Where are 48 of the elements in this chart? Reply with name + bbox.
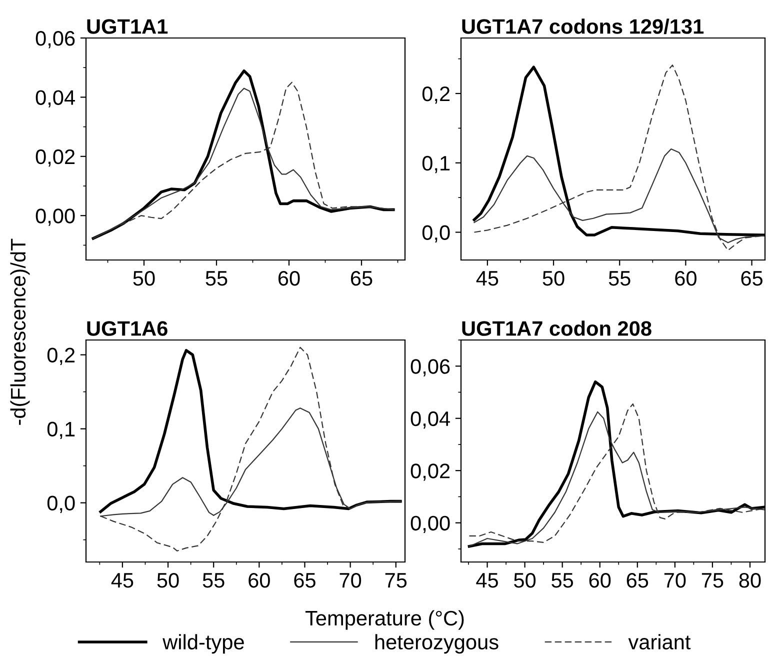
x-tick-label: 70 <box>664 572 686 588</box>
y-tick-label: 0,06 <box>410 359 450 376</box>
x-tick-label: 60 <box>589 572 611 588</box>
legend-label: variant <box>628 634 691 650</box>
y-tick-label: 0,06 <box>36 31 75 48</box>
x-tick-label: 65 <box>741 270 762 286</box>
x-tick-label: 50 <box>542 270 564 286</box>
y-tick-label: 0,1 <box>422 156 450 174</box>
x-tick-label: 60 <box>675 270 696 286</box>
y-tick-label: 0,00 <box>36 208 75 226</box>
x-tick-label: 55 <box>202 573 224 588</box>
x-tick-label: 55 <box>608 271 630 286</box>
y-tick-label: 0,04 <box>36 90 75 108</box>
y-tick-label: 0,04 <box>410 411 450 429</box>
x-tick-label: 50 <box>133 270 155 286</box>
x-tick-label: 60 <box>278 270 300 286</box>
x-tick-label: 45 <box>476 573 498 588</box>
chart-title: UGT1A7 codons 129/131 <box>462 18 704 34</box>
y-tick-label: 0,02 <box>410 464 450 481</box>
x-tick-label: 55 <box>552 573 574 588</box>
y-tick-label: 0,2 <box>47 348 75 366</box>
line-series <box>99 348 402 514</box>
x-tick-label: 75 <box>385 573 407 588</box>
x-axis-title: Temperature (°C) <box>305 610 464 630</box>
legend-label: wild-type <box>162 634 244 654</box>
x-tick-label: 55 <box>206 271 228 286</box>
x-tick-label: 65 <box>626 572 648 588</box>
x-tick-label: 65 <box>294 572 316 588</box>
chart-title: UGT1A1 <box>87 19 168 34</box>
y-tick-label: 0,1 <box>47 422 75 440</box>
legend-label: heterozygous <box>375 634 498 654</box>
x-tick-label: 45 <box>111 573 134 588</box>
x-tick-label: 45 <box>476 271 498 286</box>
y-tick-label: 0,02 <box>36 149 75 167</box>
x-tick-label: 50 <box>514 572 536 588</box>
y-tick-label: 0,0 <box>47 496 75 514</box>
y-tick-label: 0,0 <box>422 225 450 242</box>
y-tick-label: 0,2 <box>422 86 450 104</box>
x-tick-label: 50 <box>157 572 179 588</box>
x-tick-label: 60 <box>248 572 270 588</box>
y-tick-label: 0,00 <box>410 516 450 534</box>
y-axis-title: -d(Fluorescence)/dT <box>10 238 30 425</box>
x-tick-label: 70 <box>340 572 362 588</box>
chart-title: UGT1A7 codon 208 <box>462 320 652 336</box>
x-tick-label: 75 <box>702 573 724 588</box>
x-tick-label: 65 <box>350 270 372 286</box>
x-tick-label: 80 <box>739 572 761 588</box>
chart-title: UGT1A6 <box>87 321 168 336</box>
